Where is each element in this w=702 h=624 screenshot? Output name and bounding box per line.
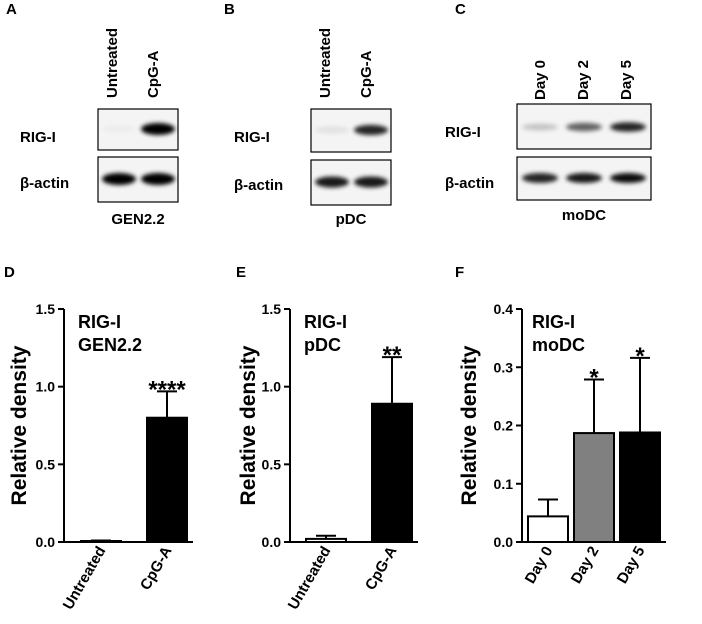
y-tick-label: 0.4 — [494, 301, 514, 317]
panel-label-c: C — [455, 1, 466, 18]
y-tick-label: 1.0 — [36, 379, 56, 395]
blot-row-label: β-actin — [20, 175, 69, 192]
chart-annotation: RIG-I — [304, 312, 347, 332]
actin-band — [522, 173, 558, 183]
bar — [146, 416, 188, 544]
blot-row-label: RIG-I — [234, 129, 270, 146]
actin-band — [566, 173, 602, 183]
chart-panel-e: E 0.0 0.5 1.0 1.5 Relative density RIG-I pDC Unt… — [236, 264, 418, 613]
y-tick-label: 1.0 — [262, 379, 282, 395]
rig-band — [354, 124, 388, 136]
significance-marker: * — [589, 364, 599, 391]
chart-annotation: RIG-I — [78, 312, 121, 332]
rig-bands — [102, 123, 175, 135]
y-tick-label: 1.5 — [262, 301, 282, 317]
y-tick-label: 0.5 — [36, 456, 56, 472]
y-tick-label: 0.1 — [494, 476, 514, 492]
blot-row-label: RIG-I — [445, 124, 481, 141]
chart-annotation: pDC — [304, 335, 341, 355]
blot-column-label: Day 2 — [575, 60, 592, 100]
blot-row-label: β-actin — [445, 175, 494, 192]
x-tick-label: Day 0 — [522, 544, 557, 587]
bar — [573, 432, 615, 544]
rig-band — [566, 122, 602, 132]
x-tick-label: Untreated — [285, 544, 335, 613]
blot-panel-a: A Untreated CpG-A RIG-I β-actin GEN2.2 — [6, 1, 179, 228]
actin-bands — [315, 176, 388, 188]
y-tick-label: 0.5 — [262, 456, 282, 472]
actin-band — [315, 176, 349, 188]
blot-column-label: CpG-A — [358, 50, 375, 98]
rig-band — [610, 122, 646, 132]
rig-bands — [522, 122, 646, 132]
bar — [371, 402, 413, 543]
chart-panel-f: F 0.0 0.1 0.2 0.3 0.4 Relative density RIG-I moD… — [455, 264, 666, 587]
y-tick-label: 0.2 — [494, 418, 514, 434]
blot-column-label: Untreated — [104, 28, 121, 98]
chart-panel-d: D 0.0 0.5 1.0 1.5 Relative density RIG-I GEN2.2… — [4, 264, 193, 613]
blot-cell-line: GEN2.2 — [111, 211, 164, 228]
actin-bands — [102, 173, 175, 185]
x-tick-label: Day 2 — [568, 544, 603, 587]
y-tick-label: 0.3 — [494, 359, 514, 375]
bar — [527, 515, 569, 543]
blot-panel-b: B Untreated CpG-A RIG-I β-actin pDC — [224, 1, 392, 228]
blot-column-label: Day 0 — [532, 60, 549, 100]
y-tick-label: 0.0 — [262, 534, 282, 550]
rig-band — [141, 123, 175, 135]
panel-label: F — [455, 264, 464, 281]
blot-column-label: Untreated — [317, 28, 334, 98]
blot-panel-c: C Day 0 Day 2 Day 5 RIG-I β-actin moDC — [445, 1, 652, 224]
x-tick-label: Untreated — [60, 544, 110, 613]
chart-annotation: GEN2.2 — [78, 335, 142, 355]
panel-label: D — [4, 264, 15, 281]
rig-bands — [315, 124, 388, 136]
y-axis-label: Relative density — [8, 345, 31, 505]
panel-label-b: B — [224, 1, 235, 18]
x-tick-label: CpG-A — [362, 543, 401, 593]
significance-marker: ** — [383, 342, 402, 369]
significance-marker: * — [635, 343, 645, 370]
actin-band — [610, 173, 646, 183]
y-tick-label: 0.0 — [36, 534, 56, 550]
panel-label-a: A — [6, 1, 17, 18]
actin-band — [102, 173, 136, 185]
panel-label: E — [236, 264, 246, 281]
actin-band — [141, 173, 175, 185]
blot-cell-line: moDC — [562, 207, 606, 224]
actin-band — [354, 176, 388, 188]
x-tick-label: Day 5 — [614, 544, 649, 587]
y-axis-label: Relative density — [458, 345, 481, 505]
blot-row-label: RIG-I — [20, 129, 56, 146]
blot-column-label: CpG-A — [145, 50, 162, 98]
blot-column-label: Day 5 — [618, 60, 635, 100]
x-tick-label: CpG-A — [137, 543, 176, 593]
bar — [619, 431, 661, 543]
blot-row-label: β-actin — [234, 177, 283, 194]
y-tick-label: 0.0 — [494, 534, 514, 550]
actin-bands — [522, 173, 646, 183]
chart-annotation: RIG-I — [532, 312, 575, 332]
rig-band — [522, 123, 558, 131]
chart-annotation: moDC — [532, 335, 585, 355]
rig-band — [102, 125, 136, 132]
blot-cell-line: pDC — [336, 211, 367, 228]
rig-band — [315, 126, 349, 134]
significance-marker: **** — [148, 376, 186, 403]
y-tick-label: 1.5 — [36, 301, 56, 317]
y-axis-label: Relative density — [237, 345, 260, 505]
